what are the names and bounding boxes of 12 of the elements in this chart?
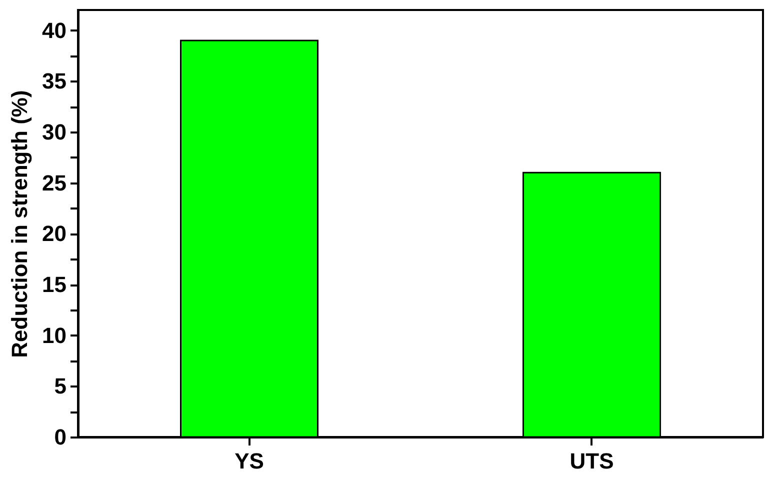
y-tick-label: 40 [42, 18, 66, 43]
x-tick-label: YS [234, 448, 264, 474]
y-tick-label: 10 [42, 322, 66, 348]
y-tick-label: 0 [54, 424, 66, 450]
y-tick-label: 35 [42, 68, 66, 94]
y-tick-label: 20 [42, 221, 66, 246]
y-tick-label: 30 [42, 120, 66, 144]
y-tick-label: 25 [42, 170, 66, 196]
y-tick-label: 5 [54, 374, 66, 399]
x-tick-label: UTS [570, 448, 614, 474]
y-axis-title: Reduction in strength (%) [7, 90, 32, 358]
y-tick-label: 15 [42, 272, 66, 297]
